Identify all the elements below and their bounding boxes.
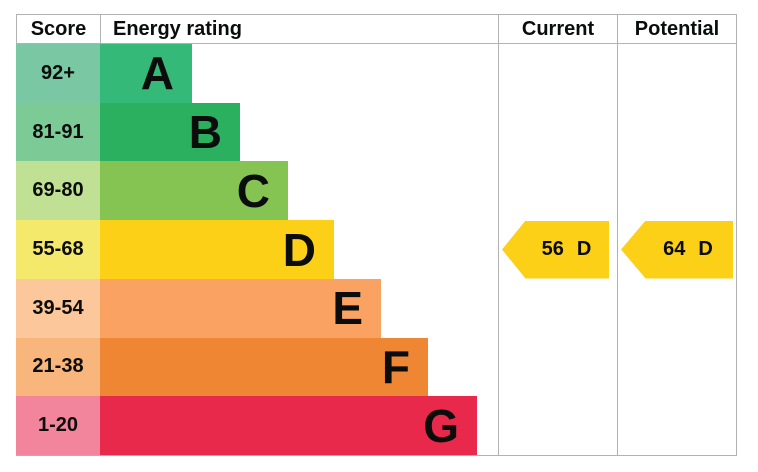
- energy-band-bar-cell: D: [100, 220, 498, 279]
- potential-cell: [617, 44, 737, 103]
- current-rating-arrow: 56 D: [502, 220, 609, 279]
- energy-band-bar: A: [100, 44, 192, 103]
- energy-band-bar: D: [100, 220, 334, 279]
- potential-cell: 64 D: [617, 220, 737, 279]
- header-current: Current: [498, 15, 617, 43]
- energy-band-bar-cell: C: [100, 161, 498, 221]
- score-range: 69-80: [16, 161, 100, 221]
- score-range: 1-20: [16, 396, 100, 456]
- band-row-c: 69-80 C: [16, 161, 737, 221]
- potential-cell: [617, 161, 737, 221]
- score-range: 92+: [16, 44, 100, 103]
- energy-band-bar: B: [100, 102, 240, 162]
- energy-band-bar: E: [100, 278, 381, 338]
- band-row-d: 55-68 D 56 D 64 D: [16, 220, 737, 279]
- energy-band-bar-cell: A: [100, 44, 498, 103]
- potential-cell: [617, 278, 737, 338]
- band-row-g: 1-20 G: [16, 396, 737, 456]
- score-range: 55-68: [16, 220, 100, 279]
- score-range: 81-91: [16, 102, 100, 162]
- band-row-f: 21-38 F: [16, 337, 737, 397]
- energy-band-bar: G: [100, 396, 477, 456]
- energy-band-bar-cell: E: [100, 278, 498, 338]
- current-rating-value: 56: [541, 238, 564, 261]
- band-row-e: 39-54 E: [16, 278, 737, 338]
- current-cell: [498, 102, 617, 162]
- potential-rating-value: 64: [663, 238, 686, 261]
- band-row-a: 92+ A: [16, 44, 737, 103]
- header-energy-rating: Energy rating: [100, 15, 498, 43]
- epc-rating-chart: Score Energy rating Current Potential 92…: [16, 14, 737, 456]
- header-row: Score Energy rating Current Potential: [16, 14, 737, 44]
- potential-cell: [617, 337, 737, 397]
- score-range: 39-54: [16, 278, 100, 338]
- header-score: Score: [16, 15, 100, 43]
- potential-rating-letter: D: [698, 238, 713, 261]
- current-cell: [498, 337, 617, 397]
- epc-band-rows: 92+ A 81-91 B 69-80 C 55-68 D 56 D 64 D 39-54 E 21-38 F…: [16, 44, 737, 456]
- current-rating-letter: D: [576, 238, 592, 261]
- score-range: 21-38: [16, 337, 100, 397]
- energy-band-bar-cell: F: [100, 337, 498, 397]
- header-potential: Potential: [617, 15, 737, 43]
- current-cell: [498, 396, 617, 456]
- current-cell: [498, 278, 617, 338]
- current-cell: 56 D: [498, 220, 617, 279]
- energy-band-bar: C: [100, 161, 288, 221]
- potential-cell: [617, 396, 737, 456]
- current-cell: [498, 161, 617, 221]
- current-cell: [498, 44, 617, 103]
- potential-rating-arrow: 64 D: [621, 220, 733, 279]
- energy-band-bar: F: [100, 337, 428, 397]
- band-row-b: 81-91 B: [16, 102, 737, 162]
- energy-band-bar-cell: B: [100, 102, 498, 162]
- potential-cell: [617, 102, 737, 162]
- energy-band-bar-cell: G: [100, 396, 498, 456]
